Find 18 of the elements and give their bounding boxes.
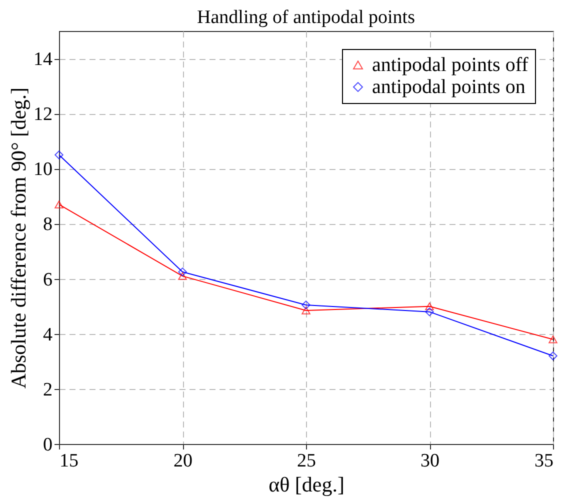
- x-tick-label: 15: [60, 450, 78, 472]
- y-axis-title: Absolute difference from 90° [deg.]: [6, 87, 30, 389]
- x-axis-title: αθ [deg.]: [268, 472, 344, 496]
- y-tick-label: 8: [43, 214, 52, 236]
- x-tick-label: 35: [534, 450, 554, 472]
- chart-title: Handling of antipodal points: [197, 7, 415, 28]
- y-tick-label: 4: [43, 324, 53, 346]
- x-tick-label: 30: [420, 450, 440, 472]
- y-tick-label: 0: [43, 434, 52, 456]
- y-tick-label: 2: [43, 379, 52, 400]
- legend-label: antipodal points on: [372, 76, 526, 98]
- x-tick-label: 25: [297, 450, 316, 472]
- y-tick-label: 10: [34, 159, 52, 180]
- y-tick-label: 6: [43, 269, 52, 290]
- x-tick-label: 20: [174, 450, 192, 472]
- y-tick-label: 12: [34, 104, 52, 126]
- legend-label: antipodal points off: [372, 54, 529, 76]
- y-tick-label: 14: [34, 49, 53, 70]
